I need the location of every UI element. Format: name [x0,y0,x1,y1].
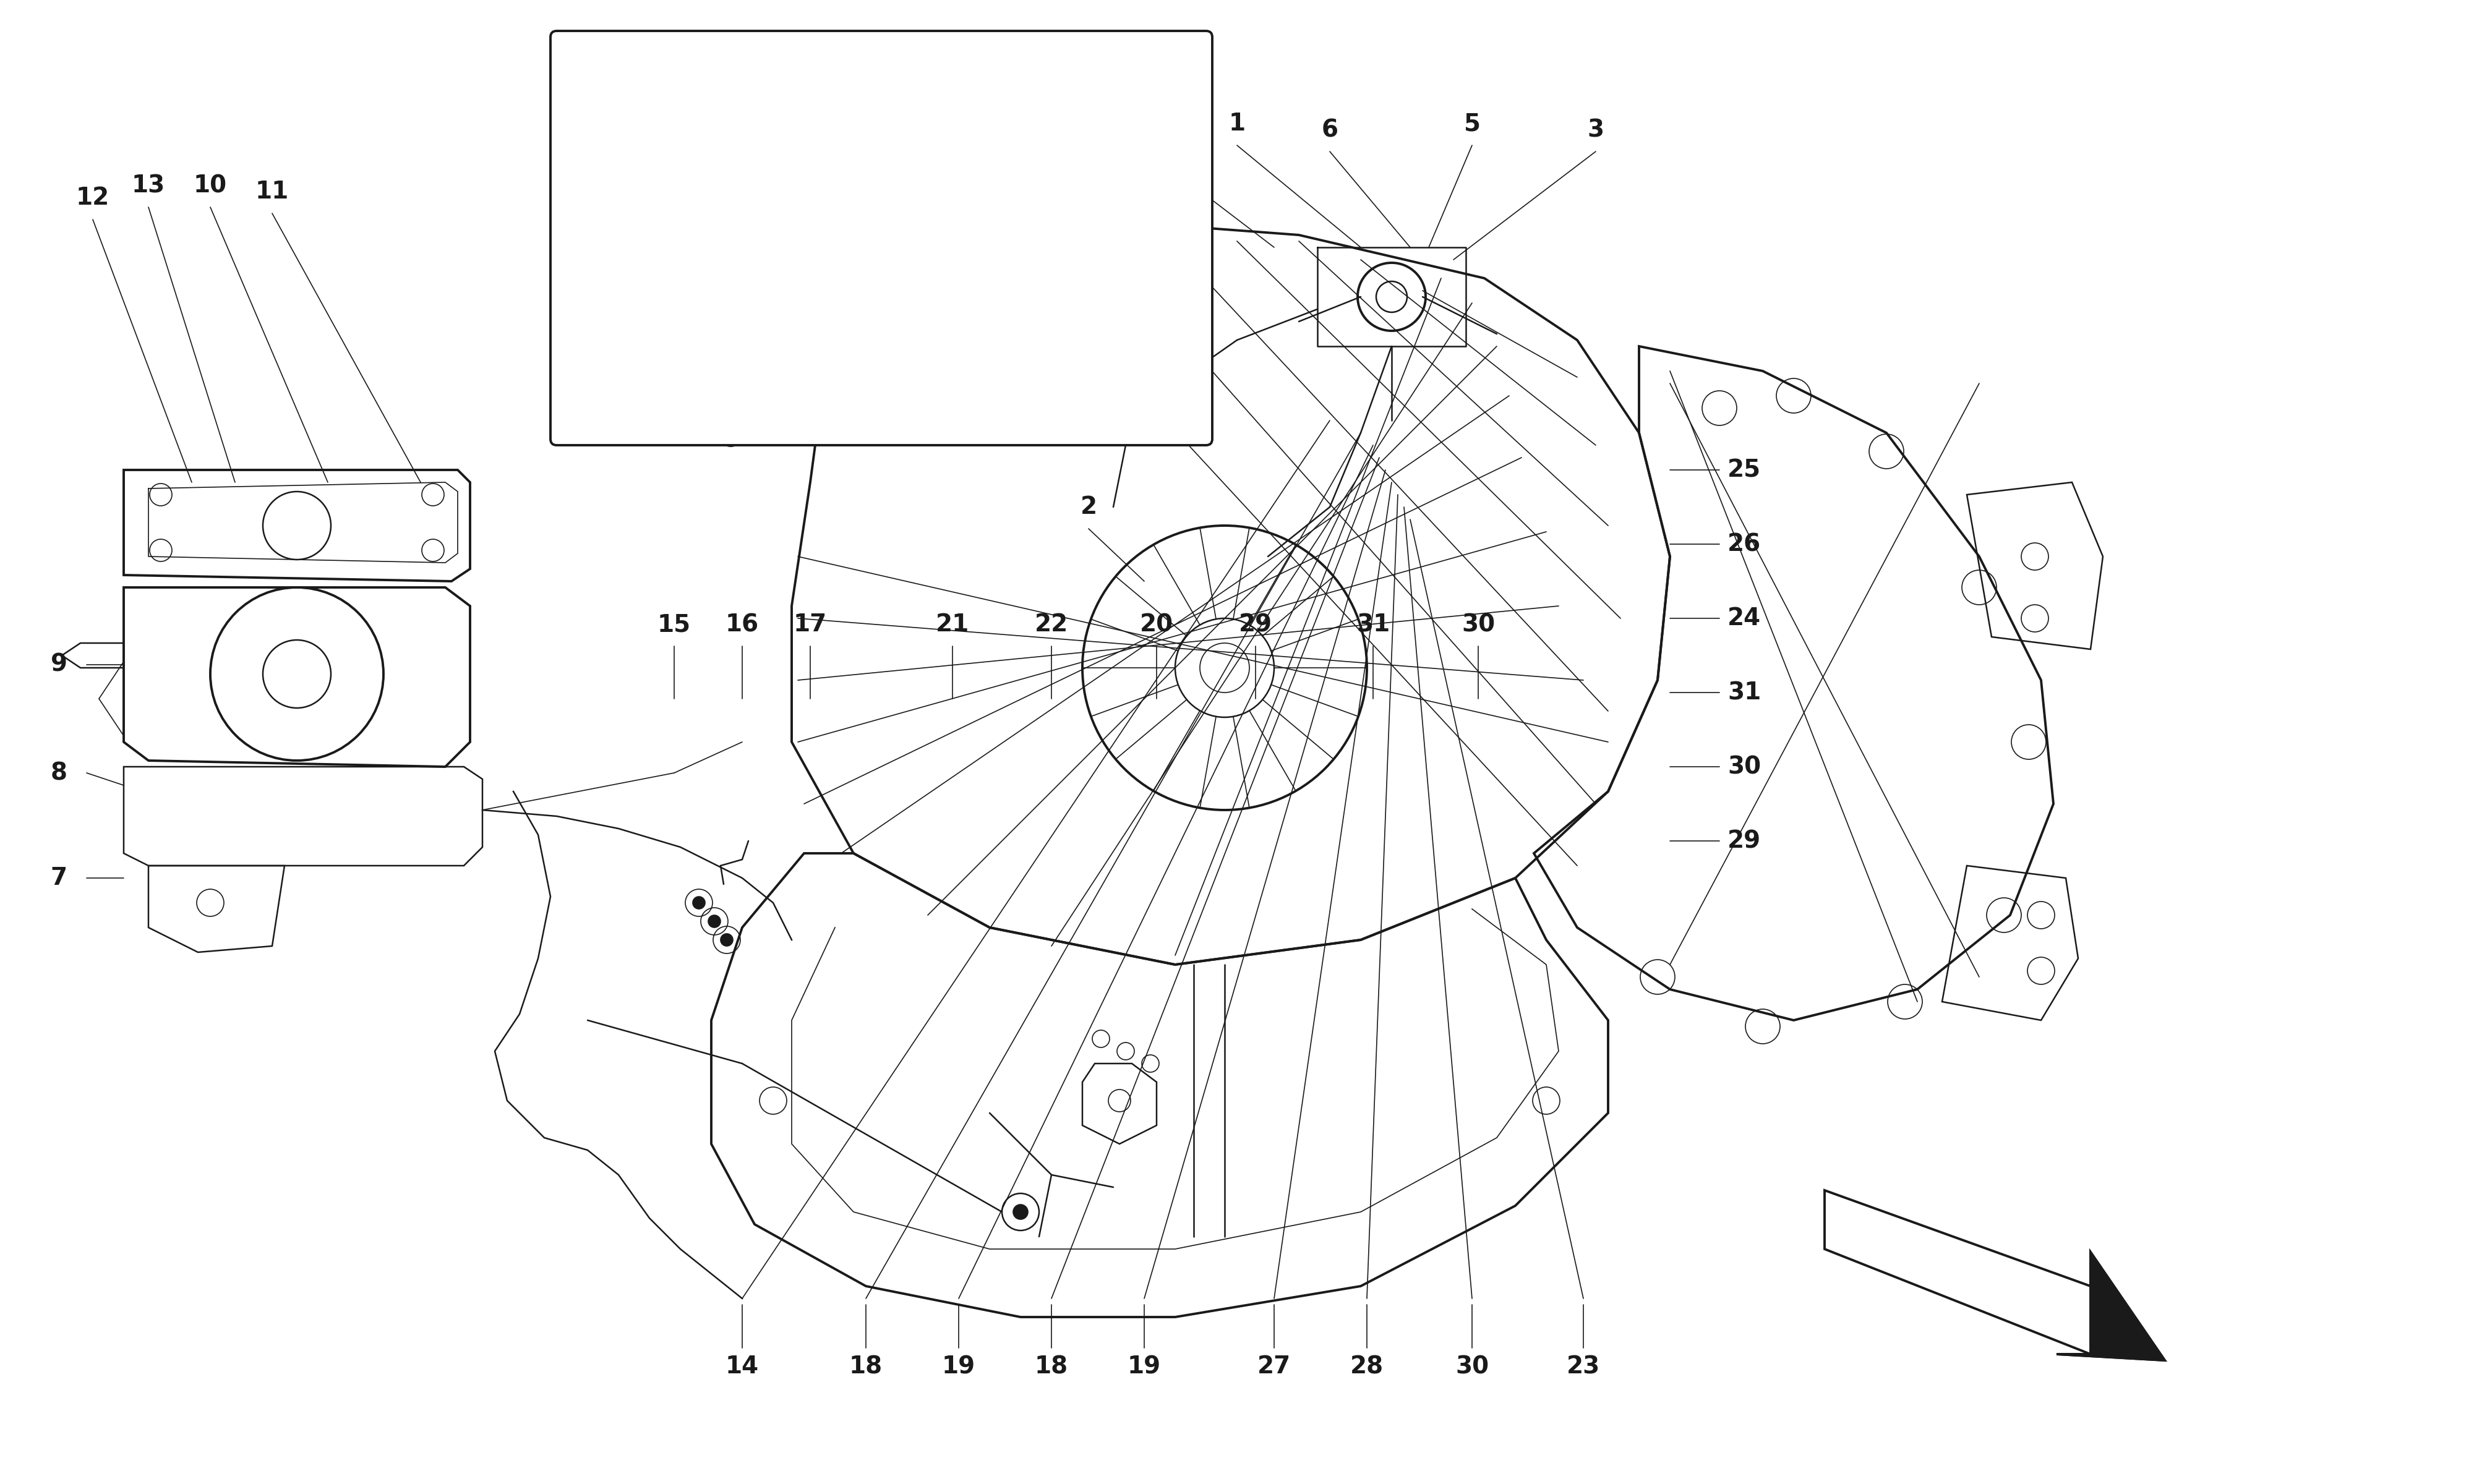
Text: 18: 18 [1034,1355,1069,1379]
Polygon shape [2056,1252,2165,1361]
Circle shape [609,181,616,190]
Text: 29: 29 [1239,613,1272,637]
Text: 12: 12 [626,30,661,53]
Circle shape [693,896,705,908]
Text: 21: 21 [935,613,970,637]
Text: 18: 18 [849,1355,883,1379]
Text: 26: 26 [1727,533,1761,556]
Text: 10: 10 [193,174,228,197]
Text: 31: 31 [1727,681,1761,705]
Text: 19: 19 [1128,1355,1160,1379]
Text: 25: 25 [1727,459,1761,482]
Circle shape [1014,1205,1029,1220]
Text: 19: 19 [943,1355,975,1379]
Text: 9: 9 [49,653,67,677]
FancyBboxPatch shape [549,31,1212,445]
Text: 30: 30 [1727,755,1761,779]
Text: 14: 14 [725,1355,760,1379]
Text: 23: 23 [1566,1355,1601,1379]
Text: 28: 28 [1351,1355,1383,1379]
Text: 31: 31 [1356,613,1390,637]
Text: 3: 3 [1588,119,1603,141]
Text: Vale dal motore Nr. 150388: Vale dal motore Nr. 150388 [569,396,886,416]
Text: 30: 30 [1462,613,1494,637]
Text: 20: 20 [1141,613,1173,637]
Text: 17: 17 [794,613,826,637]
Text: Valid from engine Nr. 150388: Valid from engine Nr. 150388 [569,427,908,447]
Text: 10: 10 [849,30,883,53]
Circle shape [708,916,720,927]
Text: 30: 30 [1455,1355,1489,1379]
Text: 22: 22 [1034,613,1069,637]
Text: 8: 8 [49,761,67,785]
Text: 1: 1 [1230,111,1244,135]
Polygon shape [1826,1190,2165,1361]
Text: 29: 29 [1727,830,1761,853]
Text: 2: 2 [1081,496,1096,519]
Text: 11: 11 [255,180,289,203]
Circle shape [720,933,732,947]
Text: 27: 27 [1257,1355,1291,1379]
Text: 4: 4 [1148,125,1165,148]
Text: 5: 5 [1465,111,1479,135]
Text: 16: 16 [725,613,760,637]
Text: 15: 15 [658,613,690,637]
Text: 24: 24 [1727,607,1761,631]
Text: 6: 6 [1321,119,1338,141]
Text: 7: 7 [49,867,67,890]
Text: 13: 13 [131,174,166,197]
Text: 12: 12 [77,186,109,209]
